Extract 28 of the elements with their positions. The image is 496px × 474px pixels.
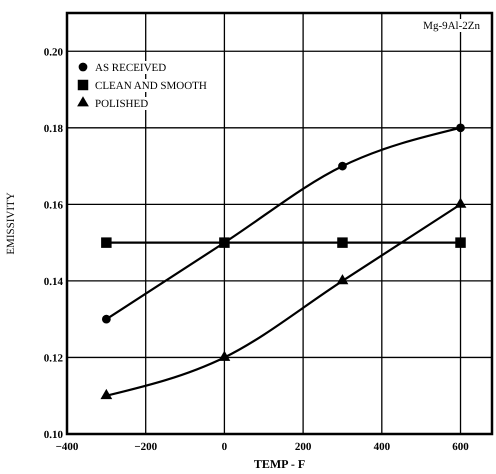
x-axis-title: TEMP - F (254, 457, 306, 471)
legend-label: CLEAN AND SMOOTH (95, 80, 207, 92)
point (455, 237, 466, 248)
x-tick-label: 200 (294, 441, 312, 453)
x-tick-label: −200 (134, 441, 158, 453)
x-tick-label: 600 (452, 441, 470, 453)
point (101, 237, 112, 248)
point (218, 350, 230, 361)
x-tick-label: −400 (56, 441, 79, 453)
y-tick-label: 0.18 (44, 122, 64, 135)
point (338, 162, 347, 170)
x-tick-label: 400 (374, 441, 391, 453)
point (336, 274, 348, 284)
legend-label: POLISHED (95, 98, 148, 110)
y-tick-label: 0.20 (44, 46, 64, 58)
point (100, 388, 112, 400)
point (102, 314, 111, 324)
y-tick-label: 0.12 (44, 352, 64, 364)
legend-label: AS RECEIVED (95, 62, 166, 74)
x-tick-label: 0 (222, 441, 228, 453)
annotation: Mg-9Al-2Zn (423, 20, 480, 32)
y-tick-label: 0.10 (44, 429, 64, 441)
point (337, 237, 348, 248)
y-axis-title: EMISSIVITY (5, 192, 17, 255)
point (456, 123, 465, 132)
y-tick-label: 0.16 (44, 199, 64, 212)
point (454, 198, 466, 208)
y-tick-label: 0.14 (44, 276, 64, 288)
